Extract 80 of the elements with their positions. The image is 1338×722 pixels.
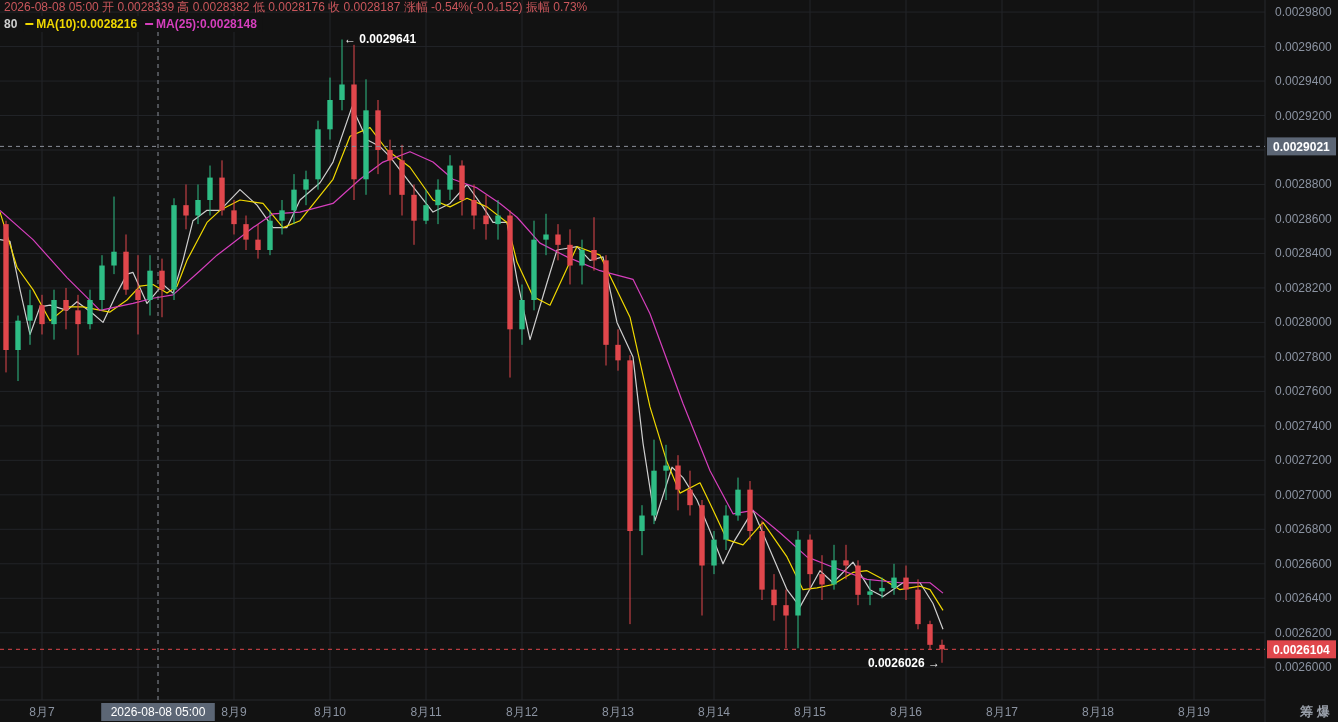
candlestick xyxy=(771,573,777,622)
y-tick-label: 0.0027800 xyxy=(1275,349,1333,364)
candlestick xyxy=(435,178,441,225)
ref-line-label: 0.0026104 xyxy=(1273,642,1331,657)
y-tick-label: 0.0028400 xyxy=(1275,246,1333,261)
candlestick xyxy=(615,328,621,372)
candlestick xyxy=(639,504,645,556)
x-tick-label: 8月11 xyxy=(410,705,442,719)
candlestick xyxy=(339,38,345,111)
candlestick xyxy=(291,173,297,225)
y-tick-label: 0.0028000 xyxy=(1275,315,1333,330)
candlestick xyxy=(255,223,261,260)
candlestick xyxy=(687,470,693,517)
y-tick-label: 0.0026600 xyxy=(1275,556,1333,571)
candlestick xyxy=(663,444,669,501)
x-tick-label: 8月10 xyxy=(313,705,347,719)
candlestick xyxy=(471,183,477,230)
y-tick-label: 0.0026000 xyxy=(1275,660,1333,675)
candlestick xyxy=(423,189,429,225)
x-tick-label: 8月15 xyxy=(793,705,827,719)
y-tick-label: 0.0027000 xyxy=(1275,487,1333,502)
candlestick xyxy=(27,289,33,346)
candlestick xyxy=(303,170,309,206)
y-tick-label: 0.0026800 xyxy=(1275,522,1333,537)
ref-line-label: 2026-08-08 05:00 xyxy=(110,705,206,719)
x-tick-label: 8月16 xyxy=(889,705,923,719)
candlestick xyxy=(903,565,909,601)
y-tick-label: 0.0028800 xyxy=(1275,177,1333,192)
candlestick xyxy=(891,563,897,596)
candlestick xyxy=(483,194,489,241)
x-tick-label: 8月9 xyxy=(221,705,247,719)
y-tick-label: 0.0029600 xyxy=(1275,39,1333,54)
legend-label: MA(10):0.0028216 xyxy=(36,17,138,31)
ref-line-label: 0.0029021 xyxy=(1273,139,1331,154)
candlestick xyxy=(567,228,573,285)
candlestick xyxy=(195,183,201,225)
candlestick xyxy=(63,287,69,330)
x-tick-label: 8月14 xyxy=(697,705,731,719)
candlestick xyxy=(387,139,393,196)
y-tick-label: 0.0026200 xyxy=(1275,625,1333,640)
candlestick xyxy=(591,216,597,272)
y-tick-label: 0.0028200 xyxy=(1275,280,1333,295)
x-tick-label: 8月12 xyxy=(505,705,539,719)
candlestick xyxy=(159,258,165,318)
candlestick xyxy=(579,239,585,285)
candlestick xyxy=(819,554,825,601)
annotation: 2026-08-08 05:00 开 0.0028339 高 0.0028382 低 0.0028176 收 0.0028187 涨幅 -0.54%(-0.0₄152) 振幅 0.73% xyxy=(4,0,588,14)
annotation: ← 0.0029641 xyxy=(344,32,417,47)
x-tick-label: 8月19 xyxy=(1177,705,1211,719)
y-tick-label: 0.0028600 xyxy=(1275,211,1333,226)
candlestick xyxy=(135,254,141,335)
candlestick xyxy=(111,196,117,275)
y-tick-label: 0.0029400 xyxy=(1275,74,1333,89)
y-tick-label: 0.0027600 xyxy=(1275,384,1333,399)
y-tick-label: 0.0029200 xyxy=(1275,108,1333,123)
y-tick-label: 0.0027400 xyxy=(1275,418,1333,433)
y-tick-label: 0.0026400 xyxy=(1275,591,1333,606)
candlestick xyxy=(207,165,213,217)
candlestick xyxy=(183,183,189,230)
candlestick xyxy=(231,199,237,235)
candlestick xyxy=(867,578,873,606)
candlestick xyxy=(279,199,285,235)
y-tick-label: 0.0029800 xyxy=(1275,5,1333,20)
candlestick xyxy=(495,199,501,241)
x-tick-label: 8月7 xyxy=(29,705,55,719)
candlestick xyxy=(243,215,249,251)
legend-label: MA(25):0.0028148 xyxy=(156,17,258,31)
annotation: 80 xyxy=(4,17,18,31)
candlestick xyxy=(39,294,45,335)
x-tick-label: 8月18 xyxy=(1081,705,1115,719)
x-tick-label: 8月13 xyxy=(601,705,635,719)
candlestick xyxy=(543,213,549,256)
candlestick xyxy=(555,223,561,261)
candlestick xyxy=(843,544,849,580)
x-tick-label: 8月17 xyxy=(985,705,1019,719)
annotation: 0.0026026 → xyxy=(867,655,940,670)
y-tick-label: 0.0027200 xyxy=(1275,453,1333,468)
candlestick xyxy=(879,577,885,599)
text: 筹 爆 xyxy=(1299,704,1331,719)
candlestick xyxy=(75,294,81,356)
